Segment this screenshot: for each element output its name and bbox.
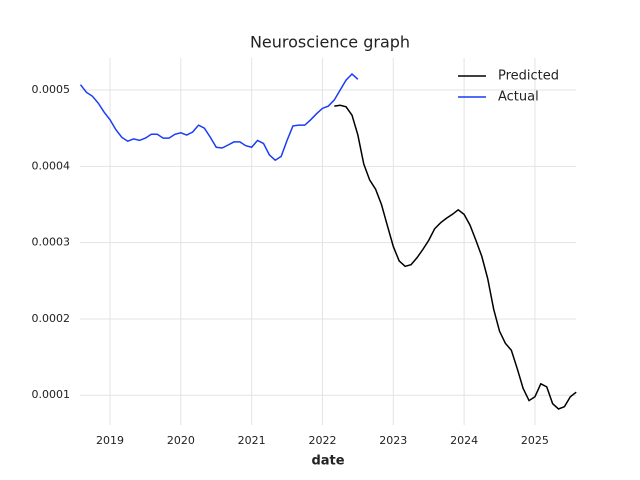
legend-label: Actual bbox=[498, 90, 539, 105]
x-tick-label: 2019 bbox=[96, 434, 124, 447]
x-tick-label: 2020 bbox=[167, 434, 195, 447]
y-tick-label: 0.0002 bbox=[32, 312, 71, 325]
x-tick-label: 2025 bbox=[521, 434, 549, 447]
chart-title: Neuroscience graph bbox=[250, 33, 410, 52]
x-tick-label: 2021 bbox=[238, 434, 266, 447]
y-tick-label: 0.0001 bbox=[32, 388, 71, 401]
y-tick-label: 0.0004 bbox=[32, 159, 71, 172]
series-line bbox=[79, 72, 359, 162]
y-tick-label: 0.0003 bbox=[32, 236, 71, 249]
legend-label: Predicted bbox=[498, 69, 559, 84]
series-line bbox=[334, 104, 577, 410]
x-axis-label: date bbox=[311, 454, 344, 469]
y-tick-label: 0.0005 bbox=[32, 83, 71, 96]
x-tick-label: 2024 bbox=[450, 434, 478, 447]
x-tick-label: 2023 bbox=[379, 434, 407, 447]
x-tick-label: 2022 bbox=[308, 434, 336, 447]
